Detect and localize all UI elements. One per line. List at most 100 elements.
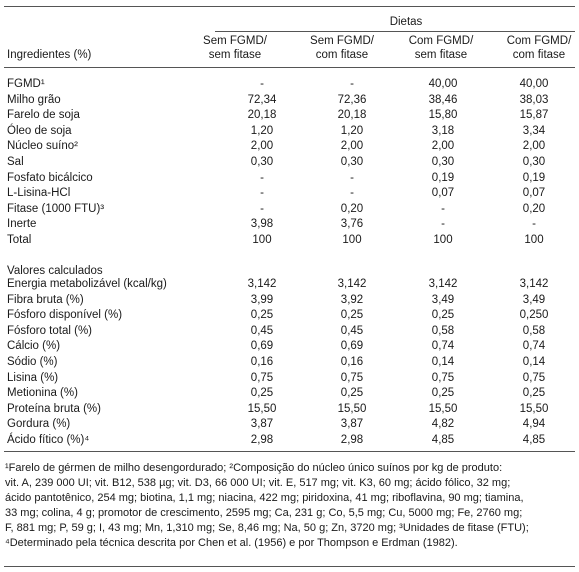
cell-value: 0,58 [431,324,455,337]
table-row: Gordura (%) 3,87 3,87 4,82 4,94 [7,417,579,433]
table-row: Proteína bruta (%) 15,50 15,50 15,50 15,50 [7,402,579,418]
cell-value: 0,25 [522,387,546,400]
row-label: Metionina (%) [7,387,78,400]
cell-value: 3,34 [522,124,546,137]
dietas-group-label: Dietas [389,16,423,28]
table-row: Farelo de soja 20,18 20,18 15,80 15,87 [7,108,579,124]
top-rule [4,6,575,7]
row-label: Fósforo total (%) [7,324,92,337]
table-row: Óleo de soja 1,20 1,20 3,18 3,34 [7,124,579,140]
bottom-rule [4,566,575,567]
cell-value: 4,82 [431,418,455,431]
cell-value: 40,00 [428,78,458,90]
row-label: Fósforo disponível (%) [7,309,123,322]
cell-value: 0,25 [340,309,364,322]
footnotes: ¹Farelo de gérmen de milho desengordurad… [5,461,577,552]
cell-value: 2,98 [250,433,274,446]
cell-value: 0,74 [522,340,546,353]
cell-value: 3,142 [247,278,277,290]
column-header-4-line1: Com FGMD/ [506,35,572,47]
cell-value: 0,25 [250,309,274,322]
cell-value: 3,49 [431,293,455,306]
row-label: Gordura (%) [7,418,71,431]
cell-value: 0,30 [340,155,364,168]
cell-value: 0,74 [431,340,455,353]
footnote-line-2: vit. A, 239 000 UI; vit. B12, 538 µg; vi… [5,477,511,490]
cell-value: 1,20 [340,124,364,137]
row-label: Fitase (1000 FTU)³ [7,202,105,215]
cell-value: 38,03 [519,93,549,106]
cell-value: 38,46 [428,93,458,106]
cell-value: 2,00 [340,140,364,153]
row-label: Sódio (%) [7,355,58,368]
cell-value: 15,50 [519,402,549,415]
row-label: Total [7,233,32,246]
cell-value: - [260,171,264,184]
cell-value: 4,94 [522,418,546,431]
row-label: L-Lisina-HCl [7,187,71,200]
cell-value: 0,75 [340,371,364,384]
cell-value: 0,25 [431,309,455,322]
cell-value: 0,20 [522,202,546,215]
cell-value: 100 [524,233,544,246]
cell-value: 15,50 [337,402,367,415]
column-header-1-line1: Sem FGMD/ [203,35,267,47]
footnote-line-6: ⁴Determinado pela técnica descrita por C… [5,537,458,550]
footnote-line-5: F, 881 mg; P, 59 g; I, 43 mg; Mn, 1,310 … [5,522,529,535]
table-row: Ácido fítico (%)⁴ 2,98 2,98 4,85 4,85 [7,433,579,449]
cell-value: 0,30 [431,155,455,168]
row-label: Inerte [7,218,37,231]
cell-value: 0,69 [340,340,364,353]
table-row: Cálcio (%) 0,69 0,69 0,74 0,74 [7,339,579,355]
table-row: Energia metabolizável (kcal/kg) 3,142 3,14… [7,277,579,293]
cell-value: 2,00 [522,140,546,153]
row-label: Milho grão [7,93,61,106]
row-label: Energia metabolizável (kcal/kg) [7,278,167,290]
cell-value: 3,142 [428,278,458,290]
cell-value: - [532,218,536,231]
ingredients-table: FGMD¹ - - 40,00 40,00 Milho grão 72,34 72,36 38,… [7,77,579,249]
cell-value: 3,92 [340,293,364,306]
cell-value: - [260,78,264,90]
cell-value: 0,30 [250,155,274,168]
cell-value: 15,50 [428,402,458,415]
cell-value: 100 [342,233,362,246]
cell-value: - [350,171,354,184]
footnote-line-4: 33 mg; colina, 4 g; promotor de crescime… [5,507,523,520]
dietas-underline [215,31,575,32]
cell-value: 0,69 [250,340,274,353]
table-row: FGMD¹ - - 40,00 40,00 [7,77,579,93]
cell-value: - [260,187,264,200]
cell-value: 0,75 [250,371,274,384]
table-row: Fósforo total (%) 0,45 0,45 0,58 0,58 [7,324,579,340]
cell-value: 0,75 [522,371,546,384]
cell-value: 2,98 [340,433,364,446]
cell-value: - [350,187,354,200]
cell-value: 0,19 [431,171,455,184]
row-label: Fosfato bicálcico [7,171,93,184]
table-row: Sal 0,30 0,30 0,30 0,30 [7,155,579,171]
cell-value: 2,00 [431,140,455,153]
column-header-2-line1: Sem FGMD/ [310,35,374,47]
table-row: Fitase (1000 FTU)³ - 0,20 - 0,20 [7,202,579,218]
cell-value: 0,250 [519,309,549,322]
row-label: Núcleo suíno² [7,140,78,153]
table-row: Lisina (%) 0,75 0,75 0,75 0,75 [7,371,579,387]
calculated-values-table: Energia metabolizável (kcal/kg) 3,142 3,14… [7,277,579,449]
table-row: Fosfato bicálcico - - 0,19 0,19 [7,171,579,187]
cell-value: 72,34 [247,93,277,106]
cell-value: 0,14 [431,355,455,368]
column-header-3-line2: sem fitase [414,49,468,61]
cell-value: 0,07 [431,187,455,200]
table-row: Fósforo disponível (%) 0,25 0,25 0,25 0,250 [7,308,579,324]
row-label: Lisina (%) [7,371,59,384]
cell-value: 3,76 [340,218,364,231]
cell-value: 100 [252,233,272,246]
cell-value: 0,25 [250,387,274,400]
cell-value: 15,50 [247,402,277,415]
cell-value: 3,87 [340,418,364,431]
cell-value: - [260,202,264,215]
table-row: Sódio (%) 0,16 0,16 0,14 0,14 [7,355,579,371]
cell-value: - [441,202,445,215]
cell-value: 0,16 [250,355,274,368]
